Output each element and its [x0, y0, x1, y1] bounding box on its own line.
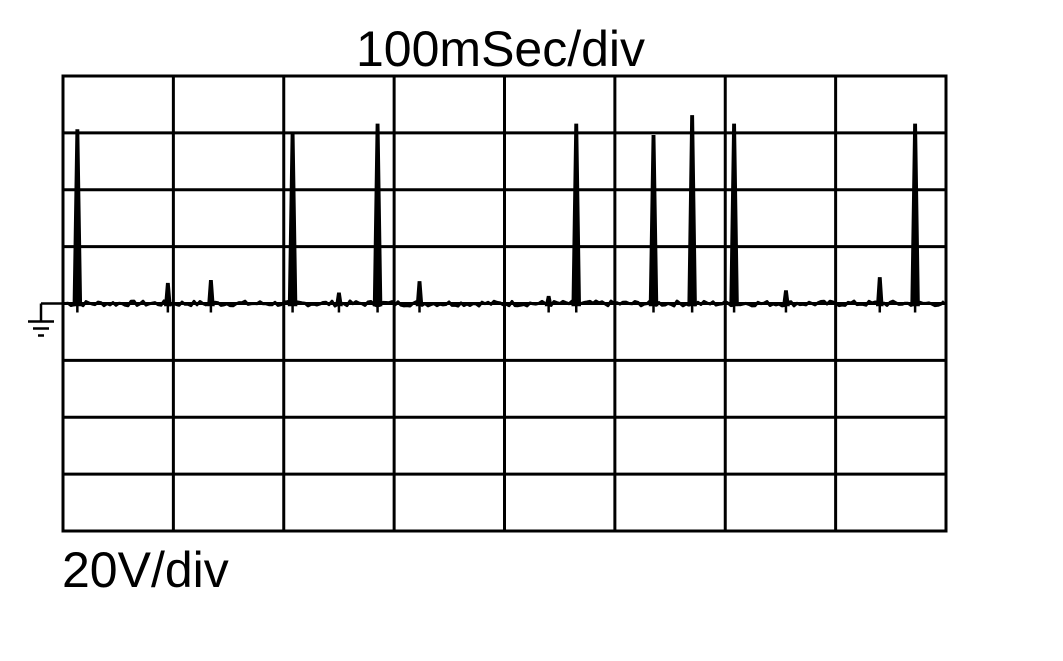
time-scale-label: 100mSec/div — [356, 21, 646, 77]
waveform-spike — [875, 277, 884, 307]
waveform-spike — [372, 123, 383, 307]
waveform-spike — [72, 129, 83, 307]
voltage-scale-label: 20V/div — [62, 542, 229, 598]
waveform-spike — [287, 132, 298, 307]
waveform-spike — [687, 115, 697, 307]
waveform-spikes — [72, 115, 920, 313]
waveform-spike — [207, 280, 215, 307]
waveform-spike — [729, 123, 739, 307]
waveform-spike — [415, 281, 424, 307]
ground-icon — [28, 302, 63, 337]
oscilloscope-grid — [61, 74, 948, 533]
waveform-spike — [571, 123, 582, 307]
waveform-spike — [164, 282, 172, 307]
waveform-spike — [910, 123, 920, 307]
waveform-spike — [782, 290, 790, 307]
waveform-spike — [648, 134, 659, 307]
